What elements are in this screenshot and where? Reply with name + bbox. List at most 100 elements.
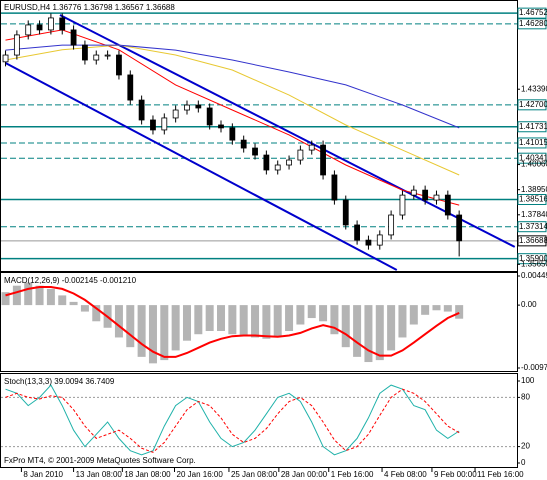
macd-bar [24,282,33,306]
macd-bar [114,305,123,338]
macd-bar [364,305,373,363]
x-tick-label: 1 Feb 16:00 [331,470,374,479]
x-tick-label: 18 Jan 08:00 [124,470,171,479]
level-label-box [517,253,547,265]
macd-bar [409,305,418,325]
candle-body [184,104,190,111]
macd-bar [46,288,55,306]
moving-average [5,44,460,176]
level-label-box [517,18,547,30]
level-label: 1.46280 [519,19,547,28]
y-tick-label: 1.38950 [521,185,547,194]
candle-body [138,99,145,121]
level-label: 1.35900 [519,254,547,263]
macd-bar [251,305,260,338]
macd-bar [421,305,430,315]
stoch-title: Stoch(13,3,3) 39.0094 36.7409 [4,377,115,386]
candle-body [240,139,247,149]
candle-body [116,54,122,76]
candle-body [410,189,417,196]
channel-line [59,14,516,248]
candle-body [354,224,360,241]
macd-bar [12,285,21,306]
macd-bar [69,301,78,306]
watermark: FxPro MT4, © 2001-2009 MetaQuotes Softwa… [4,456,196,465]
candle-body [161,117,168,131]
candle-body [70,29,77,46]
candle-body [297,149,304,161]
macd-bar [228,305,237,335]
candle-body [376,234,383,246]
candle-body [218,124,224,129]
level-label-box [517,7,547,19]
level-label: 1.38516 [519,195,547,204]
x-tick-label: 25 Jan 08:00 [231,470,278,479]
candle-body [274,164,281,171]
candle-body [320,144,326,176]
level-label: 1.36688 [519,236,547,245]
candle-body [263,154,270,171]
macd-bar [35,285,44,306]
candle-body [433,194,440,201]
macd-bar [273,305,282,337]
candle-body [195,104,202,109]
candle-body [150,119,156,131]
y-tick-label: 20 [521,442,530,451]
candle-body [13,34,20,56]
macd-bar [262,305,271,339]
candle-body [388,214,395,236]
level-label-box [517,121,547,133]
macd-bar [319,305,328,322]
y-tick-label: 80 [521,393,530,402]
y-tick-label: -0.00972 [521,363,547,372]
candle-body [252,147,258,156]
y-tick-label: 1.43390 [521,84,547,93]
level-label-box [517,137,547,149]
candle-body [82,44,88,61]
stoch-panel [0,373,518,468]
x-tick-label: 4 Feb 08:00 [384,470,427,479]
candle-body [444,194,451,216]
macd-bar [387,305,396,351]
macd-bar [217,305,226,331]
x-tick-label: 13 Jan 08:00 [76,470,123,479]
macd-bar [126,305,135,348]
macd-bar [307,305,316,319]
macd-bar [160,305,169,361]
x-tick-label: 11 Feb 16:00 [477,470,524,479]
level-label: 1.37314 [519,222,547,231]
level-label: 1.42700 [519,100,547,109]
macd-bar [353,305,362,357]
macd-bar [296,305,305,325]
level-label-box [517,235,547,247]
macd-bar [341,305,350,348]
macd-bar [80,305,89,312]
macd-panel [0,272,518,372]
candle-body [456,214,463,242]
price-panel [0,0,518,272]
candle-body [25,24,32,36]
candle-body [206,107,213,126]
macd-bar [1,292,10,306]
price-title: EURUSD,H4 1.36776 1.36798 1.36567 1.3668… [4,3,175,12]
level-label-box [517,152,547,164]
macd-bar [92,305,101,322]
level-label-box [517,99,547,111]
stoch-line [5,388,460,453]
level-label: 1.41015 [519,138,547,147]
macd-bar [239,305,248,337]
y-tick-label: 1.37840 [521,210,547,219]
y-tick-label: 0.00 [521,300,537,309]
macd-bar [455,305,464,319]
y-tick-label: 0 [521,458,526,467]
candle-body [36,24,43,31]
candle-body [422,189,429,201]
moving-average [5,29,460,206]
y-tick-label: 1.40060 [521,160,547,169]
macd-bar [398,305,407,338]
candle-body [2,54,9,63]
level-label: 1.46752 [519,8,547,17]
macd-bar [285,305,294,331]
candle-body [104,54,111,57]
